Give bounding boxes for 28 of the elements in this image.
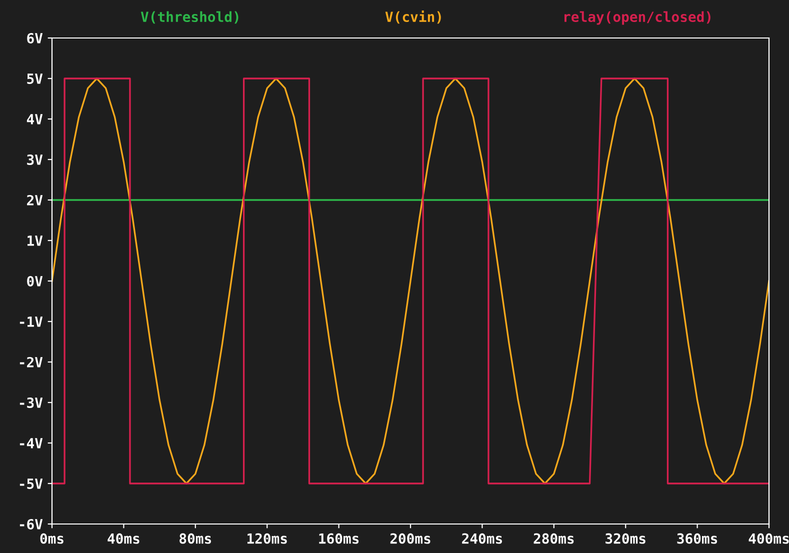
text: relay(open/closed): [564, 11, 710, 25]
y-tick-label: -2V: [20, 356, 43, 368]
x-tick-label: 200ms: [390, 533, 430, 544]
y-tick-label: -4V: [20, 438, 43, 448]
y-tick-label: 2V: [27, 194, 43, 206]
x-tick-label: 80ms: [180, 533, 211, 544]
x-tick-label: 0ms: [40, 533, 64, 544]
text: V(cvin): [385, 10, 441, 24]
y-tick-label: -3V: [20, 397, 43, 408]
text: V(threshold): [140, 11, 238, 24]
y-tick-label: -5V: [20, 478, 43, 489]
x-tick-label: 280ms: [534, 533, 574, 544]
y-tick-label: 5V: [27, 74, 43, 84]
x-tick-label: 40ms: [108, 533, 140, 544]
x-tick-label: 400ms: [748, 533, 789, 544]
line-series: [52, 78, 769, 484]
y-tick-label: 3V: [27, 154, 43, 165]
x-tick-label: 320ms: [606, 533, 646, 544]
y-tick-label: 1V: [28, 236, 43, 246]
y-tick-label: 0V: [27, 276, 43, 286]
x-tick-label: 360ms: [677, 533, 718, 544]
y-tick-label: -1V: [20, 316, 43, 327]
x-tick-label: 120ms: [247, 533, 287, 544]
y-tick-label: -6V: [20, 518, 43, 530]
y-tick-label: 6V: [27, 32, 43, 44]
y-tick-label: 4V: [26, 114, 43, 124]
x-tick-label: 240ms: [462, 533, 502, 544]
x-tick-label: 160ms: [319, 533, 359, 544]
